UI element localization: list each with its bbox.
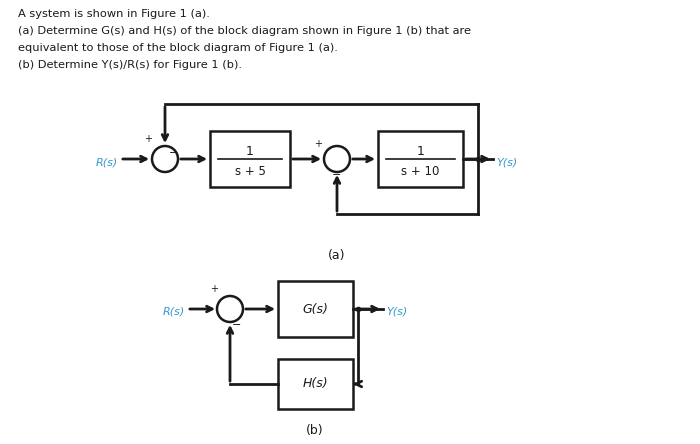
Text: 1: 1 — [246, 144, 254, 158]
Text: +: + — [144, 134, 152, 144]
Text: R(s): R(s) — [96, 157, 118, 167]
Text: G(s): G(s) — [302, 302, 328, 316]
Text: A system is shown in Figure 1 (a).: A system is shown in Figure 1 (a). — [18, 9, 210, 19]
Text: s + 5: s + 5 — [234, 164, 265, 178]
Text: −: − — [169, 148, 178, 158]
Text: Y(s): Y(s) — [386, 307, 407, 317]
Text: s + 10: s + 10 — [401, 164, 440, 178]
Text: equivalent to those of the block diagram of Figure 1 (a).: equivalent to those of the block diagram… — [18, 43, 338, 53]
Text: R(s): R(s) — [162, 307, 185, 317]
Text: (a) Determine G(s) and H(s) of the block diagram shown in Figure 1 (b) that are: (a) Determine G(s) and H(s) of the block… — [18, 26, 471, 36]
FancyBboxPatch shape — [278, 359, 353, 409]
Text: H(s): H(s) — [302, 377, 328, 391]
Text: Y(s): Y(s) — [496, 157, 517, 167]
Text: +: + — [210, 284, 218, 294]
Text: (a): (a) — [328, 249, 346, 262]
Text: −: − — [232, 320, 242, 330]
Text: −: − — [332, 170, 342, 180]
Text: (b) Determine Y(s)/R(s) for Figure 1 (b).: (b) Determine Y(s)/R(s) for Figure 1 (b)… — [18, 60, 242, 70]
Text: 1: 1 — [416, 144, 424, 158]
Text: (b): (b) — [306, 424, 324, 437]
Text: +: + — [314, 139, 322, 149]
FancyBboxPatch shape — [278, 281, 353, 337]
FancyBboxPatch shape — [210, 131, 290, 187]
FancyBboxPatch shape — [378, 131, 463, 187]
